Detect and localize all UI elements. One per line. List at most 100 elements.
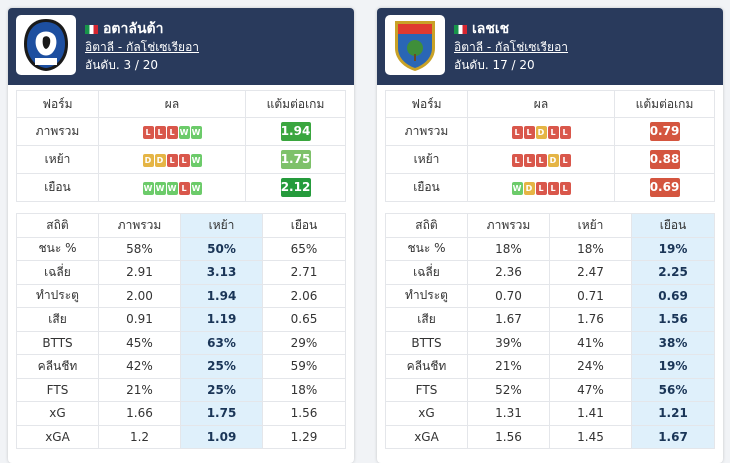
stats-header: สถิติ — [16, 213, 99, 238]
result-badge[interactable]: D — [142, 154, 154, 167]
league-link[interactable]: อิตาลี - กัลโช่เซเรียอา — [85, 40, 200, 54]
stat-label: เสีย — [16, 307, 99, 332]
stat-overall: 0.91 — [98, 307, 181, 332]
result-badge[interactable]: W — [511, 182, 523, 195]
team-header: เลชเช อิตาลี - กัลโช่เซเรียอา อันดับ. 17… — [377, 8, 723, 85]
stats-header: สถิติ — [385, 213, 468, 238]
stat-overall: 1.56 — [467, 424, 550, 449]
stats-row: FTS 52% 47% 56% — [385, 377, 715, 402]
form-row: เหย้า L L L D L 0.88 — [385, 145, 715, 174]
stat-label: คลีนชีท — [16, 354, 99, 379]
stat-label: xGA — [16, 424, 99, 449]
stat-home: 63% — [180, 330, 263, 355]
stat-away: 18% — [262, 377, 346, 402]
ppg-badge: 0.69 — [649, 178, 680, 197]
stats-row: xG 1.31 1.41 1.21 — [385, 401, 715, 426]
stats-row: ชนะ % 58% 50% 65% — [16, 236, 346, 261]
stat-away: 19% — [631, 354, 715, 379]
result-badge[interactable]: L — [142, 126, 154, 139]
league-rank: อันดับ. 17 / 20 — [454, 58, 535, 72]
stats-row: ทำประตู 2.00 1.94 2.06 — [16, 283, 346, 308]
team-name[interactable]: อตาลันต้า — [103, 21, 164, 37]
ppg-cell: 0.79 — [614, 117, 715, 146]
result-badge[interactable]: L — [559, 154, 571, 167]
home-header: เหย้า — [549, 213, 632, 238]
ppg-badge: 1.75 — [280, 150, 311, 169]
team-logo[interactable] — [16, 15, 76, 75]
stat-label: ชนะ % — [385, 236, 468, 261]
stat-overall: 1.2 — [98, 424, 181, 449]
stat-overall: 52% — [467, 377, 550, 402]
result-badge[interactable]: L — [511, 126, 523, 139]
stat-overall: 2.36 — [467, 260, 550, 285]
stat-home: 1.75 — [180, 401, 263, 426]
stat-label: เฉลี่ย — [385, 260, 468, 285]
result-badge[interactable]: L — [523, 154, 535, 167]
result-badge[interactable]: W — [190, 126, 202, 139]
stats-row: เสีย 0.91 1.19 0.65 — [16, 307, 346, 332]
stat-overall: 42% — [98, 354, 181, 379]
overall-header: ภาพรวม — [98, 213, 181, 238]
result-badge[interactable]: L — [511, 154, 523, 167]
stat-label: คลีนชีท — [385, 354, 468, 379]
result-badge[interactable]: W — [166, 182, 178, 195]
stat-away: 59% — [262, 354, 346, 379]
result-badge[interactable]: L — [178, 182, 190, 195]
result-badge[interactable]: D — [547, 154, 559, 167]
stat-away: 38% — [631, 330, 715, 355]
team-name-row: อตาลันต้า — [85, 18, 163, 40]
result-badge[interactable]: D — [535, 126, 547, 139]
result-badge[interactable]: W — [190, 154, 202, 167]
result-badge[interactable]: D — [154, 154, 166, 167]
result-badge[interactable]: L — [166, 126, 178, 139]
result-badge[interactable]: L — [166, 154, 178, 167]
stat-overall: 21% — [98, 377, 181, 402]
stat-home: 1.41 — [549, 401, 632, 426]
stat-label: FTS — [385, 377, 468, 402]
result-badge[interactable]: W — [178, 126, 190, 139]
result-badge[interactable]: D — [523, 182, 535, 195]
result-badge[interactable]: L — [178, 154, 190, 167]
result-badge[interactable]: W — [190, 182, 202, 195]
result-badge[interactable]: L — [559, 126, 571, 139]
result-badge[interactable]: L — [154, 126, 166, 139]
stats-row: xGA 1.56 1.45 1.67 — [385, 424, 715, 449]
result-badge[interactable]: L — [547, 126, 559, 139]
stat-home: 25% — [180, 354, 263, 379]
stat-away: 56% — [631, 377, 715, 402]
form-row-label: เยือน — [385, 173, 468, 202]
team-logo[interactable] — [385, 15, 445, 75]
result-badge[interactable]: L — [559, 182, 571, 195]
stat-away: 1.21 — [631, 401, 715, 426]
team-name[interactable]: เลชเช — [472, 21, 510, 37]
form-table: ฟอร์ม ผล แต้มต่อเกม ภาพรวม L L D L L 0.79 เหย้า… — [385, 90, 715, 202]
result-badge[interactable]: L — [535, 182, 547, 195]
form-row: เหย้า D D L L W 1.75 — [16, 145, 346, 174]
stat-label: xGA — [385, 424, 468, 449]
stat-label: xG — [385, 401, 468, 426]
form-row-label: เหย้า — [16, 145, 99, 174]
stats-row: เฉลี่ย 2.91 3.13 2.71 — [16, 260, 346, 285]
stat-overall: 21% — [467, 354, 550, 379]
result-header: ผล — [467, 90, 615, 118]
result-badge[interactable]: L — [523, 126, 535, 139]
league-link[interactable]: อิตาลี - กัลโช่เซเรียอา — [454, 40, 569, 54]
stats-table: สถิติ ภาพรวม เหย้า เยือน ชนะ % 58% 50% 65% เ… — [16, 213, 346, 449]
result-badge[interactable]: W — [154, 182, 166, 195]
stat-overall: 45% — [98, 330, 181, 355]
stat-away: 1.56 — [631, 307, 715, 332]
form-row-label: เหย้า — [385, 145, 468, 174]
result-badge[interactable]: L — [535, 154, 547, 167]
result-badge[interactable]: L — [547, 182, 559, 195]
stat-label: BTTS — [385, 330, 468, 355]
stat-home: 47% — [549, 377, 632, 402]
stat-away: 2.25 — [631, 260, 715, 285]
result-badge[interactable]: W — [142, 182, 154, 195]
stat-label: FTS — [16, 377, 99, 402]
